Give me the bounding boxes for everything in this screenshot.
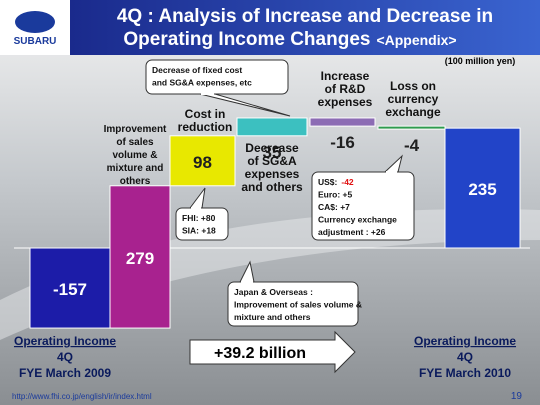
- value-label: -16: [330, 133, 355, 152]
- category-label: 4Q: [57, 350, 73, 364]
- category-label: Improvement: [104, 124, 167, 135]
- title-suffix: <Appendix>: [376, 32, 456, 48]
- value-label: 98: [193, 153, 212, 172]
- category-label: FYE March 2010: [419, 366, 511, 380]
- category-label: Decrease: [245, 141, 299, 155]
- category-label: Increase: [321, 69, 370, 83]
- callout-text: Currency exchange: [318, 215, 397, 225]
- bar: [444, 127, 521, 249]
- callout-text: mixture and others: [234, 312, 311, 322]
- callout-text: adjustment : +26: [318, 227, 386, 237]
- callout-text: Decrease of fixed cost: [152, 65, 242, 75]
- road: [0, 209, 540, 340]
- category-label: of SG&A: [247, 154, 297, 168]
- category-label: FYE March 2009: [19, 366, 111, 380]
- callout-text: US$: -42: [318, 177, 354, 187]
- title: 4Q : Analysis of Increase and Decrease i…: [117, 6, 493, 27]
- category-label: others: [120, 176, 151, 187]
- callout-text-part: -42: [341, 177, 354, 187]
- bar: [29, 247, 111, 329]
- logo-text: SUBARU: [14, 36, 57, 47]
- bar: [236, 117, 308, 137]
- callout-text-part: US$:: [318, 177, 338, 187]
- category-label: Loss on: [390, 79, 436, 93]
- unit-note: (100 million yen): [445, 56, 516, 66]
- callout-box: [311, 171, 415, 241]
- callout-text: SIA: +18: [182, 226, 216, 236]
- category-label: currency: [388, 92, 439, 106]
- category-label: of R&D: [325, 82, 366, 96]
- bar: [169, 135, 236, 187]
- category-label: of sales: [116, 137, 154, 148]
- change-label: +39.2 billion: [214, 345, 306, 362]
- callout-text: FHI: +80: [182, 213, 216, 223]
- title-line: Operating Income Changes: [123, 29, 370, 50]
- category-label: Operating Income: [414, 334, 516, 348]
- bar: [109, 185, 171, 329]
- category-label: expenses: [245, 167, 300, 181]
- category-label: reduction: [178, 120, 233, 134]
- bar: [377, 125, 446, 130]
- category-label: Cost in: [185, 107, 226, 121]
- page-number: 19: [511, 391, 523, 402]
- value-label: 235: [468, 180, 496, 199]
- category-label: mixture and: [107, 163, 164, 174]
- logo-mark: [15, 11, 55, 33]
- callout-text: Japan & Overseas :: [234, 287, 313, 297]
- category-label: and others: [241, 180, 303, 194]
- value-label: 35: [263, 143, 282, 162]
- callout-text: and SG&A expenses, etc: [152, 78, 252, 88]
- category-label: exchange: [385, 105, 441, 119]
- bar: [309, 117, 376, 127]
- category-label: expenses: [318, 95, 373, 109]
- value-label: 279: [126, 249, 154, 268]
- header-bar: [70, 0, 540, 55]
- category-label: Operating Income: [14, 334, 116, 348]
- category-label: 4Q: [457, 350, 473, 364]
- change-arrow: [189, 330, 356, 374]
- footer-url: http://www.fhi.co.jp/english/ir/index.ht…: [12, 392, 152, 401]
- callout-text: Improvement of sales volume &: [234, 300, 362, 310]
- callout-box: [145, 59, 289, 95]
- category-label: volume &: [112, 150, 157, 161]
- value-label: -4: [404, 136, 420, 155]
- callout-box: [227, 281, 359, 327]
- title: Operating Income Changes <Appendix>: [123, 29, 456, 50]
- value-label: -157: [53, 280, 87, 299]
- callout-text: CA$: +7: [318, 202, 350, 212]
- callout-text: Euro: +5: [318, 190, 353, 200]
